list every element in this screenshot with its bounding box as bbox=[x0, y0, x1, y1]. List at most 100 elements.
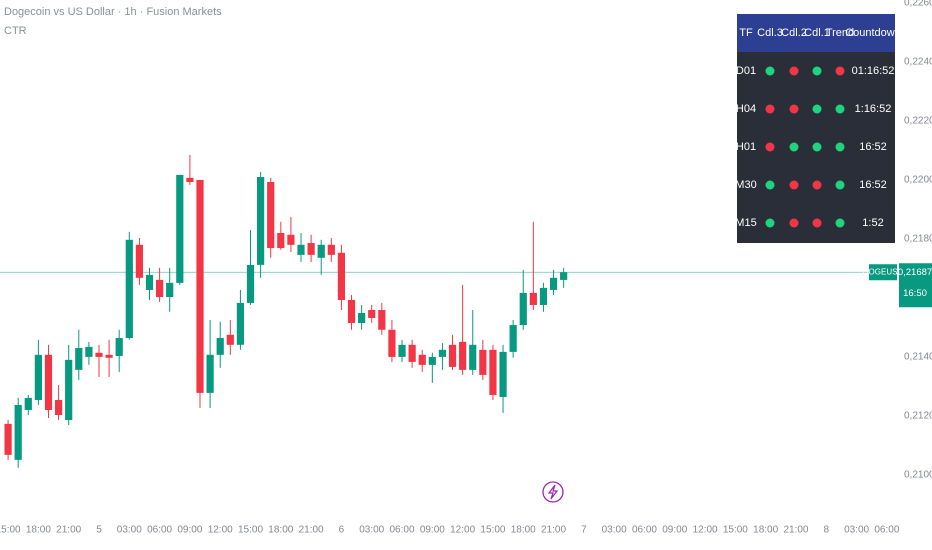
candle-body bbox=[14, 404, 22, 460]
signal-dot bbox=[835, 218, 845, 228]
table-header-cell: Cdl.2 bbox=[781, 27, 807, 39]
candle-body bbox=[438, 349, 447, 357]
candle-body bbox=[519, 292, 527, 326]
candle-body bbox=[347, 299, 356, 323]
x-tick-label: 09:00 bbox=[662, 525, 687, 536]
candle-body bbox=[297, 244, 305, 255]
candle-body bbox=[549, 277, 558, 290]
x-tick-label: 8 bbox=[823, 525, 829, 536]
x-tick-label: 03:00 bbox=[602, 525, 627, 536]
x-tick-label: 5 bbox=[96, 525, 102, 536]
x-tick-label: 09:00 bbox=[420, 525, 445, 536]
candle-body bbox=[54, 399, 63, 416]
candle-body bbox=[317, 244, 325, 258]
table-header-cell: Cdl.1 bbox=[804, 27, 830, 39]
table-header-bg bbox=[737, 14, 895, 52]
candle-body bbox=[327, 244, 335, 255]
candle-body bbox=[85, 346, 93, 357]
x-tick-label: 03:00 bbox=[844, 525, 869, 536]
timeframe-label: H01 bbox=[736, 141, 756, 153]
candle-body bbox=[368, 310, 376, 318]
candle-body bbox=[448, 344, 457, 367]
candle-body bbox=[307, 243, 315, 255]
indicator-name: CTR bbox=[4, 25, 27, 37]
candle-body bbox=[287, 234, 295, 245]
event-bolt[interactable] bbox=[547, 484, 559, 500]
x-tick-label: 21:00 bbox=[56, 525, 81, 536]
x-tick-label: 18:00 bbox=[268, 525, 293, 536]
x-tick-label: 6 bbox=[339, 525, 345, 536]
x-tick-label: 18:00 bbox=[26, 525, 51, 536]
candle-body bbox=[479, 349, 487, 375]
candle-body bbox=[24, 397, 32, 410]
table-header-cell: Countdown bbox=[845, 27, 901, 39]
candle-body bbox=[560, 272, 568, 280]
candle-body bbox=[469, 344, 477, 370]
signal-dot bbox=[789, 180, 799, 190]
x-tick-label: 15:00 bbox=[238, 525, 263, 536]
candle-body bbox=[34, 354, 42, 400]
candle-body bbox=[257, 176, 265, 265]
x-tick-label: 15:00 bbox=[0, 525, 21, 536]
candle-body bbox=[206, 354, 214, 393]
countdown-cell: 01:16:52 bbox=[852, 65, 895, 77]
candle-body bbox=[145, 274, 154, 290]
candle-body bbox=[246, 264, 255, 303]
signal-dot bbox=[789, 66, 799, 76]
candle-body bbox=[539, 287, 548, 305]
candle-body bbox=[489, 349, 497, 395]
candle-body bbox=[186, 177, 194, 182]
x-tick-label: 06:00 bbox=[390, 525, 415, 536]
timeframe-label: H04 bbox=[736, 103, 756, 115]
x-tick-label: 12:00 bbox=[450, 525, 475, 536]
table-header-cell: Trend bbox=[826, 27, 854, 39]
candles bbox=[4, 154, 568, 468]
signal-dot bbox=[765, 104, 775, 114]
signal-dot bbox=[765, 142, 775, 152]
signal-dot bbox=[812, 66, 822, 76]
candle-body bbox=[135, 244, 143, 278]
candle-body bbox=[428, 356, 436, 365]
signal-dot bbox=[812, 180, 822, 190]
x-tick-label: 12:00 bbox=[208, 525, 233, 536]
x-tick-label: 15:00 bbox=[480, 525, 505, 536]
table-header-cell: TF bbox=[739, 27, 753, 39]
x-tick-label: 21:00 bbox=[541, 525, 566, 536]
signal-dot bbox=[835, 142, 845, 152]
candle-body bbox=[236, 302, 245, 345]
candle-body bbox=[44, 354, 53, 410]
candle-body bbox=[499, 351, 507, 398]
countdown-cell: 16:52 bbox=[859, 141, 887, 153]
x-tick-label: 09:00 bbox=[177, 525, 202, 536]
candle-body bbox=[388, 329, 396, 357]
signal-dot bbox=[812, 104, 822, 114]
price-label: 0,21687 bbox=[898, 267, 932, 278]
x-tick-label: 12:00 bbox=[693, 525, 718, 536]
timeframe-label: M15 bbox=[735, 217, 756, 229]
timeframe-label: D01 bbox=[736, 65, 756, 77]
signal-dot bbox=[765, 66, 775, 76]
event-circle[interactable] bbox=[542, 481, 564, 503]
candle-body bbox=[216, 338, 224, 355]
signal-dot bbox=[812, 142, 822, 152]
signal-dot bbox=[835, 104, 845, 114]
x-tick-label: 21:00 bbox=[783, 525, 808, 536]
signal-dot bbox=[835, 180, 845, 190]
candle-body bbox=[378, 310, 386, 330]
price-box bbox=[899, 263, 932, 308]
symbol-label: DOGEUSD bbox=[863, 267, 904, 276]
countdown-label: 16:50 bbox=[903, 288, 927, 299]
countdown-cell: 1:16:52 bbox=[855, 103, 892, 115]
event-icon[interactable] bbox=[542, 481, 564, 503]
countdown-cell: 1:52 bbox=[862, 217, 883, 229]
candle-body bbox=[125, 239, 133, 339]
x-tick-label: 03:00 bbox=[359, 525, 384, 536]
candle-body bbox=[115, 338, 123, 357]
signal-dot bbox=[789, 104, 799, 114]
